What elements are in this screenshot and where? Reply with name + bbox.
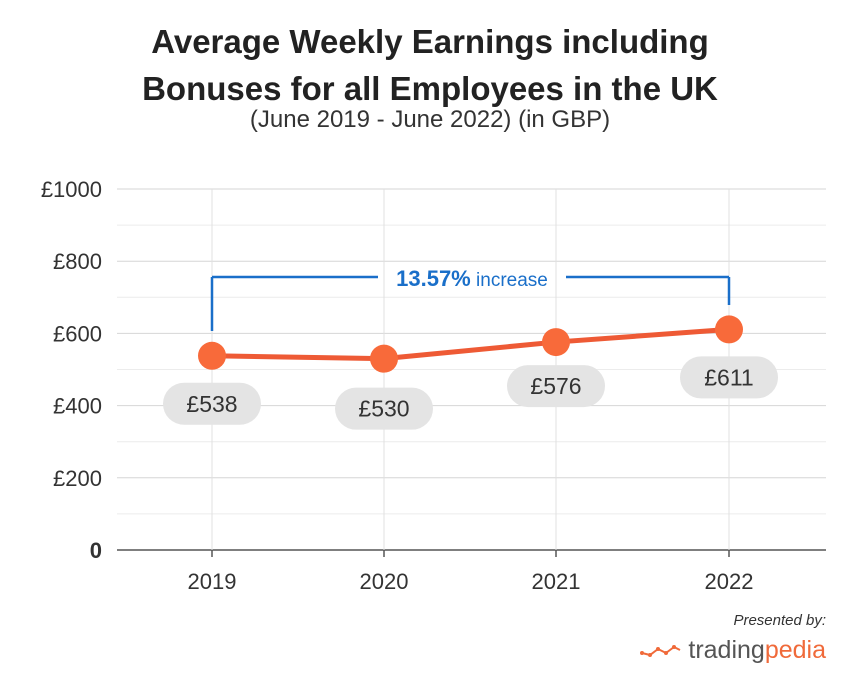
data-point bbox=[542, 328, 570, 357]
x-tick-label: 2022 bbox=[705, 569, 754, 594]
x-tick-label: 2020 bbox=[360, 569, 409, 594]
x-tick-label: 2021 bbox=[532, 569, 581, 594]
presented-by-text: Presented by: bbox=[733, 612, 826, 629]
y-tick-label: £600 bbox=[53, 321, 102, 346]
series-line bbox=[209, 326, 732, 362]
y-tick-label: £800 bbox=[53, 249, 102, 274]
chart-title-line-2: Bonuses for all Employees in the UK bbox=[142, 70, 718, 107]
chart-title-line-1: Average Weekly Earnings including bbox=[151, 23, 709, 60]
data-label: £576 bbox=[530, 373, 581, 399]
data-label: £530 bbox=[358, 396, 409, 422]
annotation-percentage: 13.57% bbox=[396, 266, 471, 291]
data-label: £611 bbox=[704, 364, 753, 390]
data-label-bg bbox=[335, 387, 433, 430]
brand-name-part-1: trading bbox=[688, 636, 765, 664]
data-label-bg bbox=[163, 382, 261, 425]
x-tick-label: 2019 bbox=[188, 569, 237, 594]
chart-subtitle: (June 2019 - June 2022) (in GBP) bbox=[249, 106, 611, 133]
y-tick-label: 0 bbox=[90, 538, 102, 563]
data-point bbox=[198, 341, 226, 370]
y-tick-label: £1000 bbox=[41, 177, 102, 202]
brand-name-part-2: pedia bbox=[764, 636, 826, 664]
data-label-bg bbox=[507, 365, 605, 408]
annotation-text: increase bbox=[471, 270, 548, 291]
annotation-label: 13.57% increase bbox=[396, 266, 548, 291]
brand-logo: tradingpedia bbox=[640, 636, 826, 665]
y-tick-label: £200 bbox=[53, 466, 102, 491]
data-label: £538 bbox=[186, 391, 237, 417]
trend-line-icon bbox=[640, 644, 681, 657]
data-point bbox=[370, 344, 398, 373]
y-tick-label: £400 bbox=[53, 394, 102, 419]
chart-title: Average Weekly Earnings including Bonuse… bbox=[0, 18, 860, 112]
data-point bbox=[715, 315, 743, 344]
data-label-bg bbox=[680, 356, 778, 399]
